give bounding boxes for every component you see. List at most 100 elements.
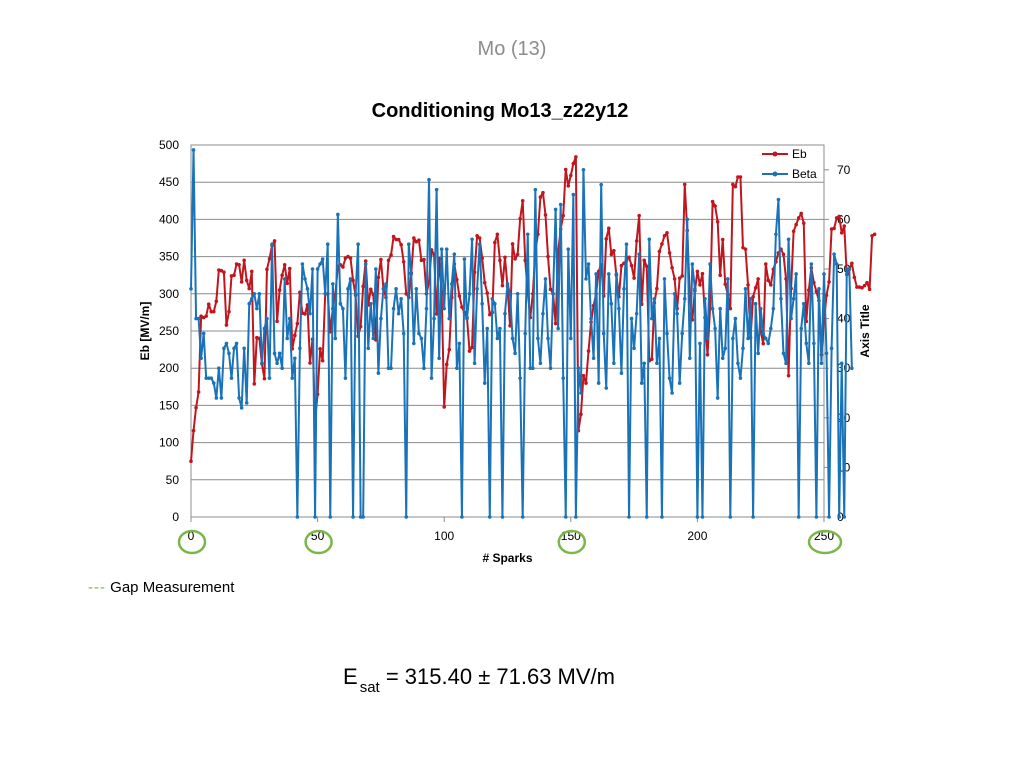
- series-eb-point: [796, 216, 801, 220]
- series-beta-point: [700, 515, 705, 519]
- series-beta-point: [834, 262, 839, 266]
- series-beta-point: [589, 316, 593, 321]
- series-beta-point: [622, 287, 626, 291]
- series-beta-point: [822, 272, 826, 276]
- series-beta-point: [490, 296, 495, 301]
- series-eb-point: [196, 390, 201, 394]
- series-beta-point: [470, 237, 474, 242]
- series-eb-point: [206, 302, 211, 307]
- series-beta-point: [533, 187, 538, 192]
- series-beta-point: [604, 386, 609, 390]
- series-eb-point: [348, 256, 353, 260]
- series-eb-point: [211, 309, 216, 314]
- series-eb-point: [670, 265, 674, 270]
- series-beta-point: [715, 396, 720, 400]
- series-eb-point: [574, 155, 578, 159]
- x-axis-title: # Sparks: [482, 551, 532, 565]
- series-beta-point: [541, 311, 545, 316]
- series-beta-point: [189, 287, 193, 291]
- series-eb-point: [467, 349, 472, 353]
- series-beta-point: [399, 296, 403, 301]
- series-beta-point: [449, 282, 454, 286]
- series-beta-point: [596, 381, 601, 385]
- series-eb-point: [194, 405, 198, 410]
- series-beta-point: [667, 376, 672, 380]
- series-eb-point: [513, 257, 517, 261]
- series-eb-point: [837, 214, 841, 219]
- y-axis-title: Eb [MV/m]: [138, 302, 152, 361]
- series-beta-point: [525, 232, 530, 237]
- series-beta-point: [594, 272, 598, 276]
- series-beta-point: [637, 252, 641, 256]
- series-beta-point: [685, 217, 690, 222]
- series-eb-point: [412, 236, 416, 240]
- series-beta-point: [809, 262, 814, 266]
- series-beta-point: [660, 515, 664, 519]
- series-beta-point: [298, 346, 302, 351]
- y-tick-label: 200: [159, 361, 179, 375]
- series-eb-point: [665, 230, 669, 235]
- y-tick-label: 350: [159, 250, 179, 264]
- series-beta-point: [396, 311, 401, 316]
- y-tick-label: 500: [159, 138, 179, 152]
- series-eb-point: [682, 182, 687, 187]
- series-beta-point: [779, 296, 783, 301]
- series-beta-point: [758, 306, 763, 311]
- series-beta-point: [336, 212, 340, 217]
- series-beta-point: [733, 316, 738, 321]
- series-eb-point: [272, 239, 277, 243]
- series-beta-point: [371, 336, 376, 341]
- series-beta-point: [617, 306, 621, 311]
- series-beta-point: [839, 361, 844, 366]
- legend-eb-marker: [772, 151, 778, 157]
- series-beta-point: [801, 301, 806, 306]
- series-beta-point: [199, 356, 203, 361]
- series-beta-point: [761, 331, 766, 336]
- series-beta-point: [748, 296, 753, 301]
- series-beta-point: [832, 252, 836, 256]
- series-eb-point: [801, 221, 806, 225]
- series-eb-point: [293, 333, 297, 338]
- series-beta-point: [632, 346, 636, 351]
- series-beta-point: [242, 346, 246, 351]
- series-eb-point: [391, 234, 396, 239]
- series-eb-point: [644, 264, 649, 269]
- series-eb-point: [786, 373, 791, 378]
- series-beta-point: [257, 292, 262, 296]
- series-eb-point: [548, 287, 553, 292]
- series-eb-point: [827, 280, 831, 284]
- series-beta-point: [690, 262, 695, 266]
- series-beta-point: [305, 287, 310, 291]
- series-beta-point: [412, 341, 416, 346]
- series-eb-point: [282, 262, 287, 267]
- y-tick-label: 100: [159, 436, 179, 450]
- series-eb-point: [404, 292, 409, 296]
- series-eb-point: [399, 242, 403, 247]
- series-eb-point: [604, 236, 609, 241]
- series-beta-point: [546, 336, 550, 341]
- series-eb-point: [733, 184, 738, 189]
- series-eb-point: [442, 405, 447, 409]
- series-eb-point: [541, 190, 545, 195]
- series-eb-point: [285, 281, 290, 286]
- series-beta-point: [368, 301, 373, 306]
- series-eb-point: [493, 240, 497, 245]
- series-beta-point: [698, 341, 702, 346]
- series-beta-point: [287, 316, 292, 321]
- series-eb-point: [584, 381, 588, 385]
- series-eb-point: [642, 258, 647, 263]
- series-beta-point: [422, 366, 426, 371]
- series-beta-point: [634, 311, 639, 316]
- series-beta-point: [444, 247, 449, 251]
- series-beta-point: [551, 292, 555, 296]
- y-tick-label: 450: [159, 175, 179, 189]
- series-eb-point: [872, 232, 877, 237]
- series-beta-line: [190, 148, 853, 518]
- series-beta-point: [599, 182, 603, 187]
- series-eb-point: [720, 237, 725, 242]
- series-eb-point: [249, 269, 254, 274]
- series-beta-point: [791, 296, 796, 301]
- series-beta-point: [586, 262, 591, 266]
- series-beta-point: [528, 366, 533, 371]
- series-beta-point: [728, 515, 733, 519]
